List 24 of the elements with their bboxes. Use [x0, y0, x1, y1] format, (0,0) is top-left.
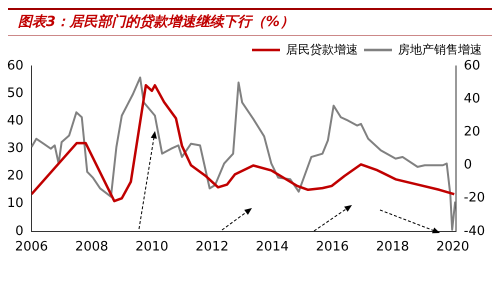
y2-tick-label: 0: [464, 158, 472, 173]
y2-tick-label: 60: [464, 58, 480, 74]
x-tick-label: 2006: [14, 240, 48, 255]
x-tick-label: 2010: [135, 240, 168, 255]
y-tick-label: 10: [6, 196, 24, 212]
y2-tick-label: 20: [464, 124, 480, 140]
x-tick-label: 2014: [256, 240, 289, 255]
y2-tick-label: -40: [464, 224, 485, 239]
y-tick-label: 20: [6, 168, 24, 184]
x-tick-label: 2012: [196, 240, 229, 255]
y2-tick-label: -20: [464, 190, 485, 206]
x-tick-label: 2020: [436, 240, 470, 255]
y-tick-label: 60: [6, 58, 24, 74]
y-tick-label: 40: [6, 114, 24, 129]
x-tick-label: 2008: [75, 240, 108, 255]
legend-label: 房地产销售增速: [398, 42, 482, 56]
y2-tick-label: 40: [464, 91, 480, 106]
x-tick-label: 2018: [376, 240, 410, 255]
legend-label: 居民贷款增速: [286, 42, 358, 56]
x-tick-label: 2016: [316, 240, 349, 255]
chart-title: 图表3：居民部门的贷款增速继续下行（%）: [8, 8, 492, 36]
y-tick-label: 50: [6, 86, 24, 101]
y-tick-label: 0: [15, 224, 24, 239]
y-tick-label: 30: [6, 141, 24, 156]
